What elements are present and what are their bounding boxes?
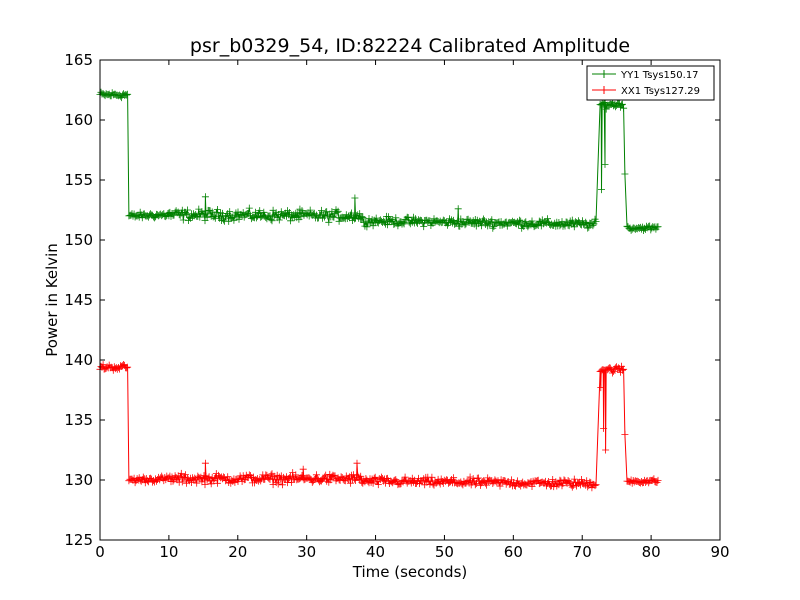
legend-marker-yy1 [600, 70, 608, 78]
x-tick-label: 20 [228, 543, 247, 561]
x-tick-label: 50 [435, 543, 454, 561]
chart-title: psr_b0329_54, ID:82224 Calibrated Amplit… [190, 35, 630, 57]
series-xx1 [96, 361, 662, 492]
x-tick-label: 0 [95, 543, 105, 561]
x-tick-label: 80 [642, 543, 661, 561]
y-tick-label: 150 [64, 231, 93, 249]
y-tick-label: 160 [64, 111, 93, 129]
x-tick-label: 60 [504, 543, 523, 561]
y-tick-label: 140 [64, 351, 93, 369]
y-tick-label: 135 [64, 411, 93, 429]
y-tick-label: 155 [64, 171, 93, 189]
x-tick-label: 70 [573, 543, 592, 561]
y-tick-label: 130 [64, 471, 93, 489]
plot-frame [99, 59, 721, 541]
y-tick-label: 125 [64, 531, 93, 549]
y-tick-label: 145 [64, 291, 93, 309]
series-layer [96, 88, 662, 492]
legend-label-yy1: YY1 Tsys150.17 [620, 70, 699, 81]
x-tick-label: 90 [710, 543, 729, 561]
x-axis-label: Time (seconds) [352, 563, 468, 581]
x-tick-label: 40 [366, 543, 385, 561]
y-axis-label: Power in Kelvin [43, 243, 61, 357]
legend: YY1 Tsys150.17 XX1 Tsys127.29 [586, 65, 715, 101]
legend-marker-xx1 [600, 86, 608, 94]
legend-box [586, 65, 715, 101]
tick-layer: 0 10 20 30 40 50 60 70 80 90 125 130 135 140 145 150 155… [64, 51, 729, 561]
legend-label-xx1: XX1 Tsys127.29 [621, 86, 700, 97]
y-tick-label: 165 [64, 51, 93, 69]
x-tick-label: 30 [297, 543, 316, 561]
x-tick-label: 10 [159, 543, 178, 561]
